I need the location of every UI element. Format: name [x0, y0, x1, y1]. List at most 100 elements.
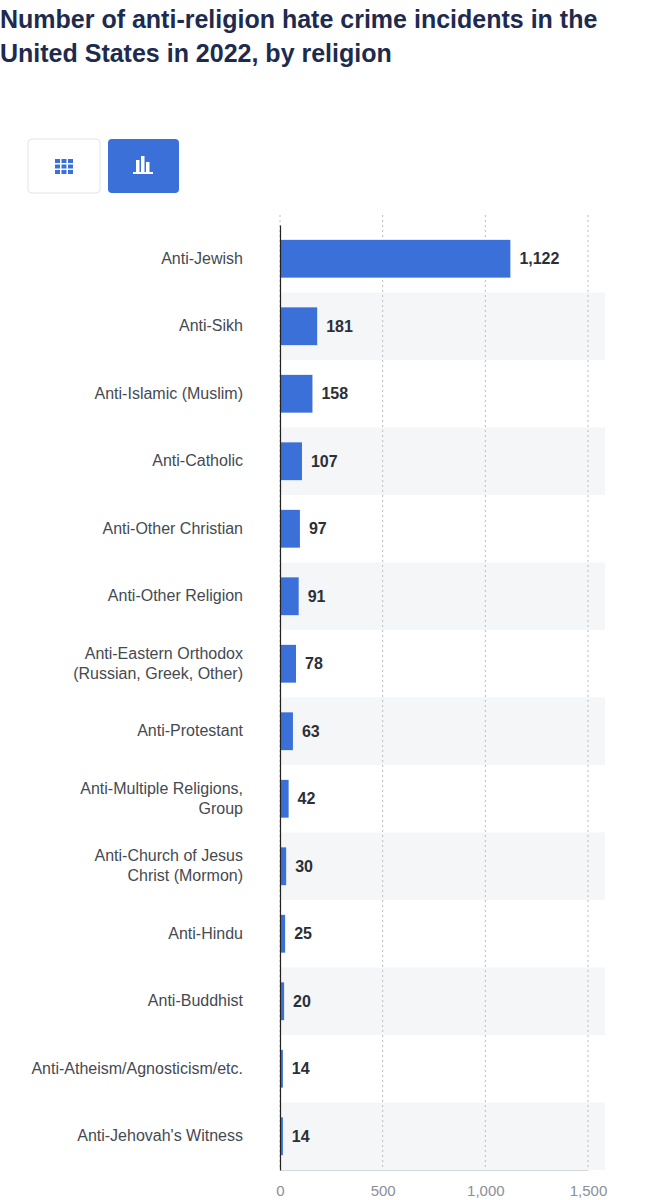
y-tick: Anti-Buddhist	[148, 992, 280, 1009]
data-label: 25	[294, 925, 312, 942]
x-tick: 1,500	[570, 1170, 608, 1199]
icon-cell	[68, 165, 73, 169]
label-line: Anti-Catholic	[152, 452, 243, 469]
y-tick: Anti-Islamic (Muslim)	[95, 385, 280, 402]
y-tick-label: Anti-Eastern Orthodox (Russian, Greek, Ot…	[73, 645, 243, 682]
icon-cell	[62, 159, 67, 163]
data-label: 158	[321, 385, 348, 402]
bar	[280, 375, 312, 413]
y-tick-label: Anti-Multiple Religions, Group	[80, 780, 243, 817]
y-tick: Anti-Other Religion	[108, 587, 280, 604]
bar-icon	[133, 156, 153, 174]
label-line: Anti-Eastern Orthodox	[85, 645, 243, 662]
row-stripe	[280, 428, 605, 496]
grid	[280, 215, 588, 1170]
data-label: 78	[305, 655, 323, 672]
label-line: Anti-Jewish	[161, 250, 243, 267]
y-tick: Anti-Catholic	[152, 452, 280, 469]
label-line: Anti-Jehovah's Witness	[77, 1127, 243, 1144]
row-stripe	[280, 833, 605, 901]
x-tick-label: 0	[276, 1182, 284, 1199]
y-tick-label: Anti-Sikh	[179, 317, 243, 334]
label-line: Anti-Other Christian	[103, 520, 244, 537]
label-line: Anti-Protestant	[137, 722, 243, 739]
label-line: Anti-Buddhist	[148, 992, 244, 1009]
y-tick-label: Anti-Hindu	[168, 925, 243, 942]
bar	[280, 307, 317, 345]
label-line: Anti-Church of Jesus	[94, 847, 243, 864]
grid-line	[280, 215, 281, 1170]
icon-cell	[55, 165, 60, 169]
data-label: 1,122	[519, 250, 559, 267]
icon-cell	[68, 159, 73, 163]
y-tick-label: Anti-Jewish	[161, 250, 243, 267]
bar	[280, 240, 510, 278]
label-line: Group	[199, 800, 244, 817]
data-label: 181	[326, 318, 353, 335]
data-label: 30	[295, 858, 313, 875]
table-icon	[55, 159, 73, 174]
data-label: 107	[311, 453, 338, 470]
y-tick-label: Anti-Church of Jesus Christ (Mormon)	[94, 847, 243, 884]
data-label: 63	[302, 723, 320, 740]
icon-cell	[62, 170, 67, 174]
icon-base	[133, 172, 153, 174]
x-tick-label: 1,000	[467, 1182, 505, 1199]
y-tick: Anti-Hindu	[168, 925, 280, 942]
view-toggle	[28, 139, 179, 193]
data-labels: 1,12218115810797917863423025201414	[292, 250, 560, 1145]
row-stripe	[280, 968, 605, 1036]
x-axis: 0 500 1,000 1,500	[276, 1170, 607, 1199]
y-tick-label: Anti-Protestant	[137, 722, 243, 739]
icon-bar	[146, 162, 150, 172]
bar	[280, 780, 289, 818]
y-tick: Anti-Jewish	[161, 250, 280, 267]
bar	[280, 645, 296, 683]
bar-button[interactable]	[108, 139, 179, 193]
y-tick-label: Anti-Other Christian	[103, 520, 244, 537]
icon-bar	[141, 156, 145, 172]
data-label: 14	[292, 1060, 310, 1077]
data-label: 20	[293, 993, 311, 1010]
y-tick: Anti-Other Christian	[103, 520, 281, 537]
x-tick: 500	[371, 1170, 396, 1199]
row-stripe	[280, 1103, 605, 1171]
y-axis-line	[280, 226, 281, 1171]
x-tick-label: 500	[371, 1182, 396, 1199]
label-line: Anti-Atheism/Agnosticism/etc.	[31, 1060, 243, 1077]
icon-cell	[55, 170, 60, 174]
y-tick: Anti-Atheism/Agnosticism/etc.	[31, 1060, 280, 1077]
bar	[280, 442, 302, 480]
bar	[280, 712, 293, 750]
label-line: Anti-Islamic (Muslim)	[95, 385, 243, 402]
table-button[interactable]	[28, 139, 100, 193]
bar	[280, 510, 300, 548]
row-stripes	[280, 293, 605, 1171]
chart-svg: 0 500 1,000 1,500 Anti-Jewish Anti-Sikh Anti-I…	[0, 0, 645, 1200]
y-tick-label: Anti-Other Religion	[108, 587, 243, 604]
row-stripe	[280, 698, 605, 766]
chart-title: Number of anti-religion hate crime incid…	[0, 2, 625, 70]
y-tick-label: Anti-Catholic	[152, 452, 243, 469]
x-tick: 1,000	[467, 1170, 505, 1199]
y-tick-label: Anti-Atheism/Agnosticism/etc.	[31, 1060, 243, 1077]
x-axis-line	[281, 1170, 589, 1171]
y-tick: Anti-Protestant	[137, 722, 280, 739]
label-line: (Russian, Greek, Other)	[73, 665, 243, 682]
icon-bar	[136, 160, 140, 172]
y-tick: Anti-Sikh	[179, 317, 280, 334]
x-tick: 0	[276, 1170, 284, 1199]
bars	[280, 240, 510, 1155]
y-tick-label: Anti-Jehovah's Witness	[77, 1127, 243, 1144]
data-label: 97	[309, 520, 327, 537]
data-label: 91	[308, 588, 326, 605]
y-tick-label: Anti-Islamic (Muslim)	[95, 385, 243, 402]
y-tick: Anti-Church of Jesus Christ (Mormon)	[94, 847, 280, 884]
label-line: Christ (Mormon)	[127, 867, 243, 884]
data-label: 42	[298, 790, 316, 807]
y-tick-label: Anti-Buddhist	[148, 992, 244, 1009]
label-line: Anti-Multiple Religions,	[80, 780, 243, 797]
row-stripe	[280, 293, 605, 361]
y-tick: Anti-Multiple Religions, Group	[80, 780, 280, 817]
y-tick: Anti-Eastern Orthodox (Russian, Greek, Ot…	[73, 645, 280, 682]
